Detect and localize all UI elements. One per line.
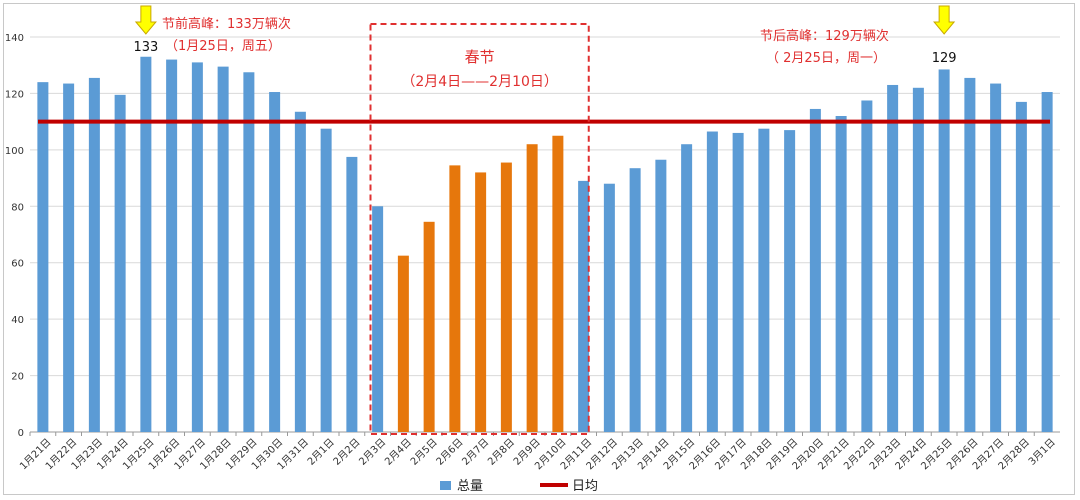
legend-average-swatch bbox=[540, 483, 568, 487]
bar bbox=[372, 206, 384, 432]
bar bbox=[475, 172, 487, 432]
bar bbox=[681, 144, 693, 432]
holiday-range: （2月4日——2月10日） bbox=[401, 74, 558, 90]
bar-series bbox=[37, 56, 1053, 433]
peak-before-title: 节前高峰：133万辆次 bbox=[162, 16, 291, 32]
bar bbox=[114, 94, 126, 432]
x-tick-label: 2月5日 bbox=[408, 436, 440, 468]
bar bbox=[578, 180, 590, 432]
x-tick-label: 2月3日 bbox=[357, 436, 389, 468]
bar bbox=[500, 162, 512, 432]
bar bbox=[346, 156, 358, 433]
bar bbox=[140, 56, 152, 432]
bar bbox=[758, 128, 770, 433]
peak-after-value: 129 bbox=[932, 51, 957, 66]
y-tick-label: 100 bbox=[5, 146, 24, 157]
y-tick-label: 120 bbox=[5, 89, 24, 100]
peak-before-value: 133 bbox=[133, 40, 158, 55]
bar bbox=[166, 59, 178, 432]
legend-total-label: 总量 bbox=[457, 479, 483, 494]
bar bbox=[526, 144, 538, 432]
bar bbox=[655, 159, 667, 432]
bar bbox=[552, 135, 564, 432]
bar bbox=[449, 165, 461, 432]
legend: 总量 日均 bbox=[440, 479, 598, 494]
y-tick-label: 60 bbox=[11, 259, 24, 270]
x-tick-label: 2月1日 bbox=[305, 436, 337, 468]
y-tick-label: 40 bbox=[11, 315, 24, 326]
bar bbox=[1041, 92, 1053, 433]
bar bbox=[964, 77, 976, 433]
x-tick-label: 2月8日 bbox=[485, 436, 517, 468]
bar bbox=[938, 69, 950, 433]
bar bbox=[835, 116, 847, 432]
y-tick-label: 20 bbox=[11, 372, 24, 383]
chart-frame bbox=[3, 3, 1075, 495]
y-tick-label: 140 bbox=[5, 33, 24, 44]
bar bbox=[603, 183, 615, 432]
legend-total-swatch bbox=[440, 481, 451, 490]
bar bbox=[217, 66, 229, 432]
y-tick-label: 80 bbox=[11, 202, 24, 213]
bar bbox=[912, 87, 924, 433]
bar bbox=[732, 132, 744, 432]
bar bbox=[294, 111, 306, 433]
bar bbox=[706, 131, 718, 432]
bar bbox=[88, 77, 100, 433]
peak-after-title: 节后高峰：129万辆次 bbox=[760, 28, 889, 44]
peak-after-date: （ 2月25日，周一） bbox=[766, 51, 886, 66]
bar bbox=[423, 221, 435, 432]
bar bbox=[243, 72, 255, 433]
grid-lines bbox=[30, 36, 1060, 433]
legend-average-label: 日均 bbox=[572, 479, 598, 494]
holiday-title: 春节 bbox=[465, 48, 495, 66]
bar bbox=[397, 255, 409, 432]
x-tick-label: 2月7日 bbox=[460, 436, 492, 468]
x-tick-label: 3月1日 bbox=[1026, 436, 1058, 468]
y-tick-label: 0 bbox=[18, 428, 24, 439]
bar bbox=[784, 130, 796, 432]
bar bbox=[63, 83, 75, 432]
peak-before-arrow-icon bbox=[134, 5, 157, 35]
bar bbox=[320, 128, 332, 433]
x-tick-label: 2月4日 bbox=[382, 436, 414, 468]
x-tick-label: 2月2日 bbox=[331, 436, 363, 468]
holiday-box bbox=[369, 23, 590, 435]
bar bbox=[269, 92, 281, 433]
bar bbox=[990, 83, 1002, 432]
bar bbox=[191, 62, 203, 433]
bar bbox=[861, 100, 873, 432]
bar bbox=[37, 82, 49, 433]
bar bbox=[887, 84, 899, 432]
bar bbox=[1015, 101, 1027, 433]
y-axis: 0 20 40 60 80 100 120 140 bbox=[5, 33, 24, 439]
peak-before-date: （1月25日，周五） bbox=[165, 39, 281, 54]
bar bbox=[809, 108, 821, 433]
x-axis: 1月21日1月22日1月23日1月24日1月25日1月26日1月27日1月28日… bbox=[17, 432, 1058, 472]
bar bbox=[629, 168, 641, 433]
x-tick-label: 2月6日 bbox=[434, 436, 466, 468]
peak-after-arrow-icon bbox=[933, 5, 956, 35]
